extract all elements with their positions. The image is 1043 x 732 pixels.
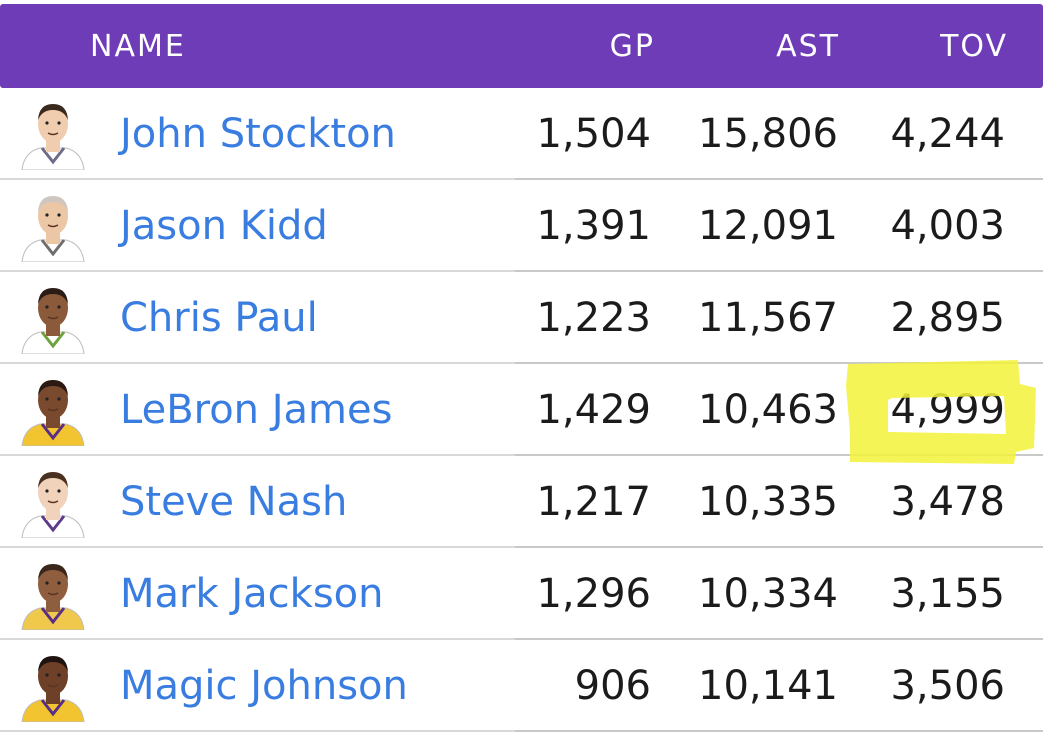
tov-cell: 4,003 xyxy=(890,203,1005,249)
tov-cell: 2,895 xyxy=(890,295,1005,341)
column-header-tov[interactable]: TOV xyxy=(940,29,1008,64)
player-name-link[interactable]: Mark Jackson xyxy=(120,571,384,617)
gp-cell: 906 xyxy=(574,663,651,709)
gp-cell: 1,391 xyxy=(536,203,651,249)
tov-cell: 3,478 xyxy=(890,479,1005,525)
player-name-link[interactable]: Steve Nash xyxy=(120,479,348,525)
table-row: John Stockton 1,504 15,806 4,244 xyxy=(0,88,1043,180)
ast-cell: 10,141 xyxy=(698,663,838,709)
player-name-link[interactable]: LeBron James xyxy=(120,387,393,433)
table-row: Magic Johnson 906 10,141 3,506 xyxy=(0,640,1043,732)
tov-cell: 3,155 xyxy=(890,571,1005,617)
table-row: Steve Nash 1,217 10,335 3,478 xyxy=(0,456,1043,548)
player-avatar xyxy=(21,656,85,722)
player-avatar xyxy=(21,564,85,630)
gp-cell: 1,504 xyxy=(536,111,651,157)
tov-cell: 3,506 xyxy=(890,663,1005,709)
player-avatar xyxy=(21,288,85,354)
player-name-link[interactable]: Chris Paul xyxy=(120,295,318,341)
table-row: Chris Paul 1,223 11,567 2,895 xyxy=(0,272,1043,364)
gp-cell: 1,223 xyxy=(536,295,651,341)
player-avatar xyxy=(21,380,85,446)
column-header-ast[interactable]: AST xyxy=(776,29,840,64)
ast-cell: 15,806 xyxy=(698,111,838,157)
row-divider-segment xyxy=(515,270,1043,272)
tov-cell: 4,999 xyxy=(890,387,1005,433)
row-divider-segment xyxy=(515,178,1043,180)
row-divider-segment xyxy=(515,638,1043,640)
player-name-link[interactable]: Magic Johnson xyxy=(120,663,408,709)
table-row: Mark Jackson 1,296 10,334 3,155 xyxy=(0,548,1043,640)
player-name-link[interactable]: John Stockton xyxy=(120,111,396,157)
ast-cell: 10,334 xyxy=(698,571,838,617)
ast-cell: 10,463 xyxy=(698,387,838,433)
player-avatar xyxy=(21,104,85,170)
gp-cell: 1,217 xyxy=(536,479,651,525)
ast-cell: 10,335 xyxy=(698,479,838,525)
ast-cell: 12,091 xyxy=(698,203,838,249)
player-avatar xyxy=(21,472,85,538)
column-header-name[interactable]: NAME xyxy=(90,29,186,64)
table-header: NAME GP AST TOV xyxy=(0,4,1043,88)
row-divider-segment xyxy=(515,546,1043,548)
ast-cell: 11,567 xyxy=(698,295,838,341)
player-avatar xyxy=(21,196,85,262)
table-row: Jason Kidd 1,391 12,091 4,003 xyxy=(0,180,1043,272)
gp-cell: 1,296 xyxy=(536,571,651,617)
player-name-link[interactable]: Jason Kidd xyxy=(120,203,328,249)
table-row: LeBron James 1,429 10,463 4,999 xyxy=(0,364,1043,456)
column-header-gp[interactable]: GP xyxy=(609,29,655,64)
row-divider-segment xyxy=(515,454,1043,456)
row-divider-segment xyxy=(515,362,1043,364)
gp-cell: 1,429 xyxy=(536,387,651,433)
tov-cell: 4,244 xyxy=(890,111,1005,157)
